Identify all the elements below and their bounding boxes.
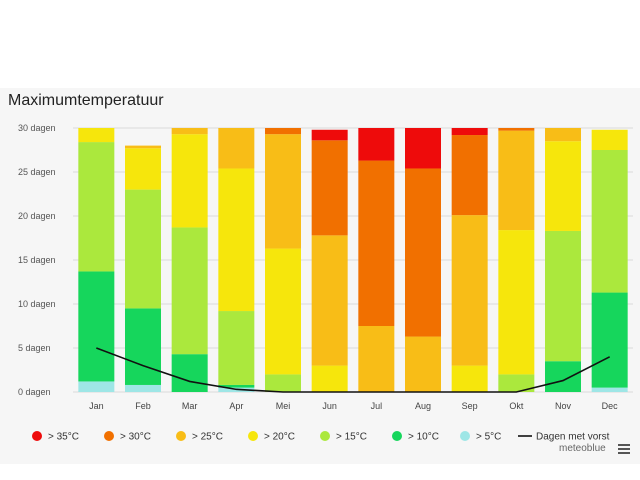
y-tick-label: 0 dagen: [18, 387, 51, 397]
legend-swatch: [248, 431, 258, 441]
legend-label: > 10°C: [408, 432, 439, 443]
bar-segment-feb: [125, 384, 161, 392]
legend-swatch: [392, 431, 402, 441]
bar-segment-jul: [358, 160, 395, 326]
menu-icon[interactable]: [618, 444, 630, 454]
bar-segment-nov: [545, 128, 581, 142]
x-tick-label: Jan: [89, 401, 104, 411]
bar-segment-jan: [78, 381, 115, 392]
bar-segment-jan: [78, 128, 115, 143]
bar-segment-dec: [591, 292, 628, 388]
x-tick-label: Dec: [602, 401, 619, 411]
x-tick-label: Feb: [135, 401, 151, 411]
bar-segment-mei: [265, 134, 301, 249]
legend-swatch: [460, 431, 470, 441]
bar-segment-mar: [171, 227, 208, 355]
bar-segment-aug: [405, 128, 441, 169]
bar-segment-sep: [451, 365, 488, 392]
bar-segment-nov: [545, 141, 581, 231]
bar-segment-jun: [311, 140, 348, 236]
bar-segment-mei: [265, 374, 301, 392]
bar-segment-jun: [311, 365, 348, 392]
bar-segment-okt: [498, 374, 535, 392]
legend-label: > 35°C: [48, 432, 79, 443]
bar-segment-jun: [311, 235, 348, 366]
bar-segment-okt: [498, 230, 535, 375]
legend-label: > 5°C: [476, 432, 501, 443]
bar-segment-apr: [218, 168, 255, 312]
bar-segment-mar: [171, 134, 208, 228]
bar-segment-jun: [311, 129, 348, 141]
legend-swatch: [176, 431, 186, 441]
chart-title: Maximumtemperatuur: [8, 92, 164, 109]
legend-label: Dagen met vorst: [536, 432, 610, 443]
bar-segment-feb: [125, 145, 161, 149]
bar-segment-aug: [405, 168, 441, 337]
bar-segment-apr: [218, 311, 255, 385]
bar-segment-feb: [125, 189, 161, 309]
bar-segment-mei: [265, 248, 301, 375]
bar-segment-jan: [78, 142, 115, 272]
bar-segment-jul: [358, 128, 395, 161]
legend-label: > 25°C: [192, 432, 223, 443]
y-tick-label: 10 dagen: [18, 299, 56, 309]
bar-segment-aug: [405, 336, 441, 392]
legend-swatch: [320, 431, 330, 441]
y-tick-label: 25 dagen: [18, 167, 56, 177]
legend-swatch: [104, 431, 114, 441]
legend-label: > 15°C: [336, 432, 367, 443]
x-tick-label: Jun: [322, 401, 337, 411]
bar-segment-mei: [265, 128, 301, 135]
legend-label: > 30°C: [120, 432, 151, 443]
bar-segment-sep: [451, 128, 488, 136]
x-tick-label: Aug: [415, 401, 431, 411]
bar-segment-apr: [218, 128, 255, 169]
x-tick-label: Apr: [229, 401, 243, 411]
legend-swatch: [32, 431, 42, 441]
bar-segment-mar: [171, 354, 208, 392]
x-tick-label: Nov: [555, 401, 572, 411]
bar-segment-jan: [78, 271, 115, 382]
bar-segment-dec: [591, 387, 628, 392]
y-tick-label: 5 dagen: [18, 343, 51, 353]
bar-segment-sep: [451, 215, 488, 366]
bar-segment-sep: [451, 135, 488, 216]
bar-segment-dec: [591, 150, 628, 293]
bar-segment-feb: [125, 308, 161, 385]
x-tick-label: Mei: [276, 401, 291, 411]
frost-line: [96, 347, 611, 393]
legend-label: > 20°C: [264, 432, 295, 443]
bar-segment-okt: [498, 128, 535, 131]
bar-segment-nov: [545, 361, 581, 392]
bar-segment-feb: [125, 148, 161, 190]
y-tick-label: 15 dagen: [18, 255, 56, 265]
x-tick-label: Jul: [371, 401, 383, 411]
bar-segment-okt: [498, 130, 535, 231]
x-tick-label: Sep: [462, 401, 478, 411]
x-tick-label: Okt: [509, 401, 524, 411]
y-tick-label: 30 dagen: [18, 123, 56, 133]
bar-segment-nov: [545, 230, 581, 362]
bar-segment-dec: [591, 129, 628, 150]
bar-segment-apr: [218, 384, 255, 388]
x-tick-label: Mar: [182, 401, 198, 411]
bar-segment-mar: [171, 128, 208, 135]
y-tick-label: 20 dagen: [18, 211, 56, 221]
bar-segment-jul: [358, 326, 395, 392]
brand-label: meteoblue: [559, 443, 606, 454]
